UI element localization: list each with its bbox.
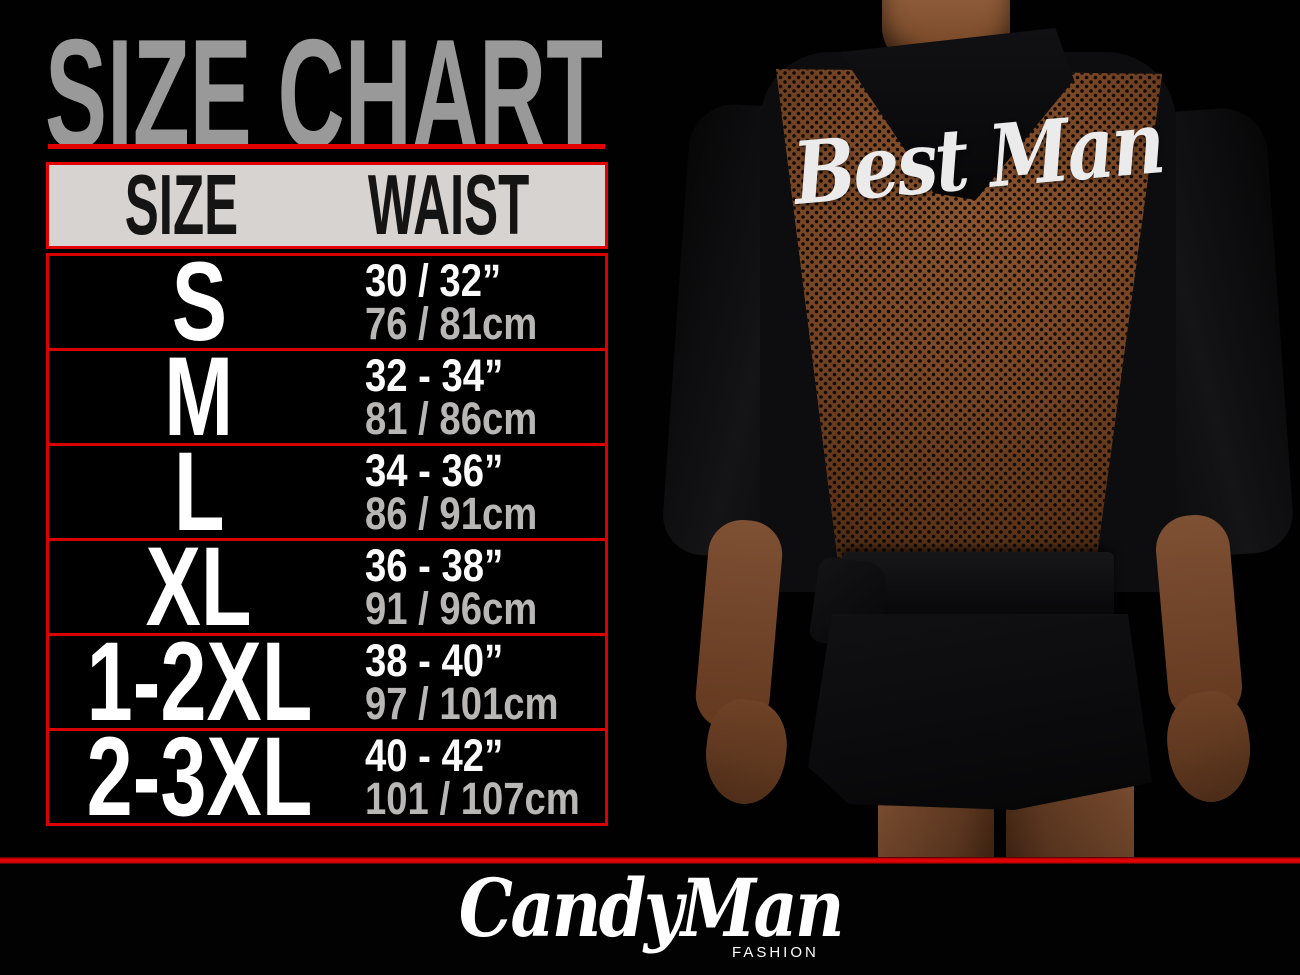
table-row: M 32 - 34” 81 / 86cm: [46, 340, 608, 452]
table-body: S 30 / 32” 76 / 81cm M 32 - 34” 81 / 86c…: [46, 245, 608, 832]
table-header-row: SIZE WAIST: [46, 162, 608, 249]
waist-cm: 101 / 107cm: [365, 773, 580, 824]
size-table: SIZE WAIST S 30 / 32” 76 / 81cm M: [46, 162, 608, 832]
brand-sub-label: FASHION: [732, 944, 819, 961]
waist-cm: 91 / 96cm: [365, 583, 538, 634]
waist-inches: 36 - 38”: [365, 540, 504, 591]
size-label: M: [164, 333, 234, 459]
table-row: S 30 / 32” 76 / 81cm: [46, 245, 608, 357]
title-underline: [48, 144, 605, 149]
waist-cell: 30 / 32” 76 / 81cm: [349, 256, 605, 348]
header-cell-size: SIZE: [49, 163, 314, 248]
size-cell: M: [49, 340, 349, 452]
waist-cm: 97 / 101cm: [365, 678, 559, 729]
waist-inches: 34 - 36”: [365, 445, 504, 496]
waist-inches: 40 - 42”: [365, 730, 504, 781]
waist-cell: 34 - 36” 86 / 91cm: [349, 446, 605, 538]
header-cell-waist: WAIST: [314, 163, 605, 248]
waist-cell: 38 - 40” 97 / 101cm: [349, 636, 605, 728]
brand-logo: CandyMan: [0, 868, 1300, 948]
waist-cell: 32 - 34” 81 / 86cm: [349, 351, 605, 443]
brand-logo-text: CandyMan: [458, 861, 844, 955]
waist-inches: 38 - 40”: [365, 635, 504, 686]
waist-cm: 81 / 86cm: [365, 393, 538, 444]
table-row: 1-2XL 38 - 40” 97 / 101cm: [46, 625, 608, 737]
size-label: S: [171, 238, 227, 364]
size-cell: 1-2XL: [49, 625, 349, 737]
table-row: L 34 - 36” 86 / 91cm: [46, 435, 608, 547]
header-waist-label: WAIST: [367, 158, 530, 253]
table-row: 2-3XL 40 - 42” 101 / 107cm: [46, 720, 608, 832]
footer-divider: [0, 857, 1300, 864]
product-photo: Best Man: [618, 0, 1300, 858]
size-label: 1-2XL: [86, 618, 312, 744]
waist-inches: 32 - 34”: [365, 350, 504, 401]
waist-inches: 30 / 32”: [365, 255, 502, 306]
size-label: XL: [146, 523, 252, 649]
footer: CandyMan FASHION: [0, 864, 1300, 975]
header-size-label: SIZE: [124, 158, 239, 253]
waist-cell: 36 - 38” 91 / 96cm: [349, 541, 605, 633]
size-cell: 2-3XL: [49, 720, 349, 832]
size-cell: L: [49, 435, 349, 547]
robe-belt: [842, 552, 1114, 622]
size-cell: S: [49, 245, 349, 357]
robe-skirt: [808, 614, 1152, 810]
size-cell: XL: [49, 530, 349, 642]
size-label: L: [173, 428, 225, 554]
waist-cell: 40 - 42” 101 / 107cm: [349, 731, 618, 823]
waist-cm: 86 / 91cm: [365, 488, 538, 539]
waist-cm: 76 / 81cm: [365, 298, 538, 349]
table-row: XL 36 - 38” 91 / 96cm: [46, 530, 608, 642]
size-label: 2-3XL: [86, 713, 312, 839]
